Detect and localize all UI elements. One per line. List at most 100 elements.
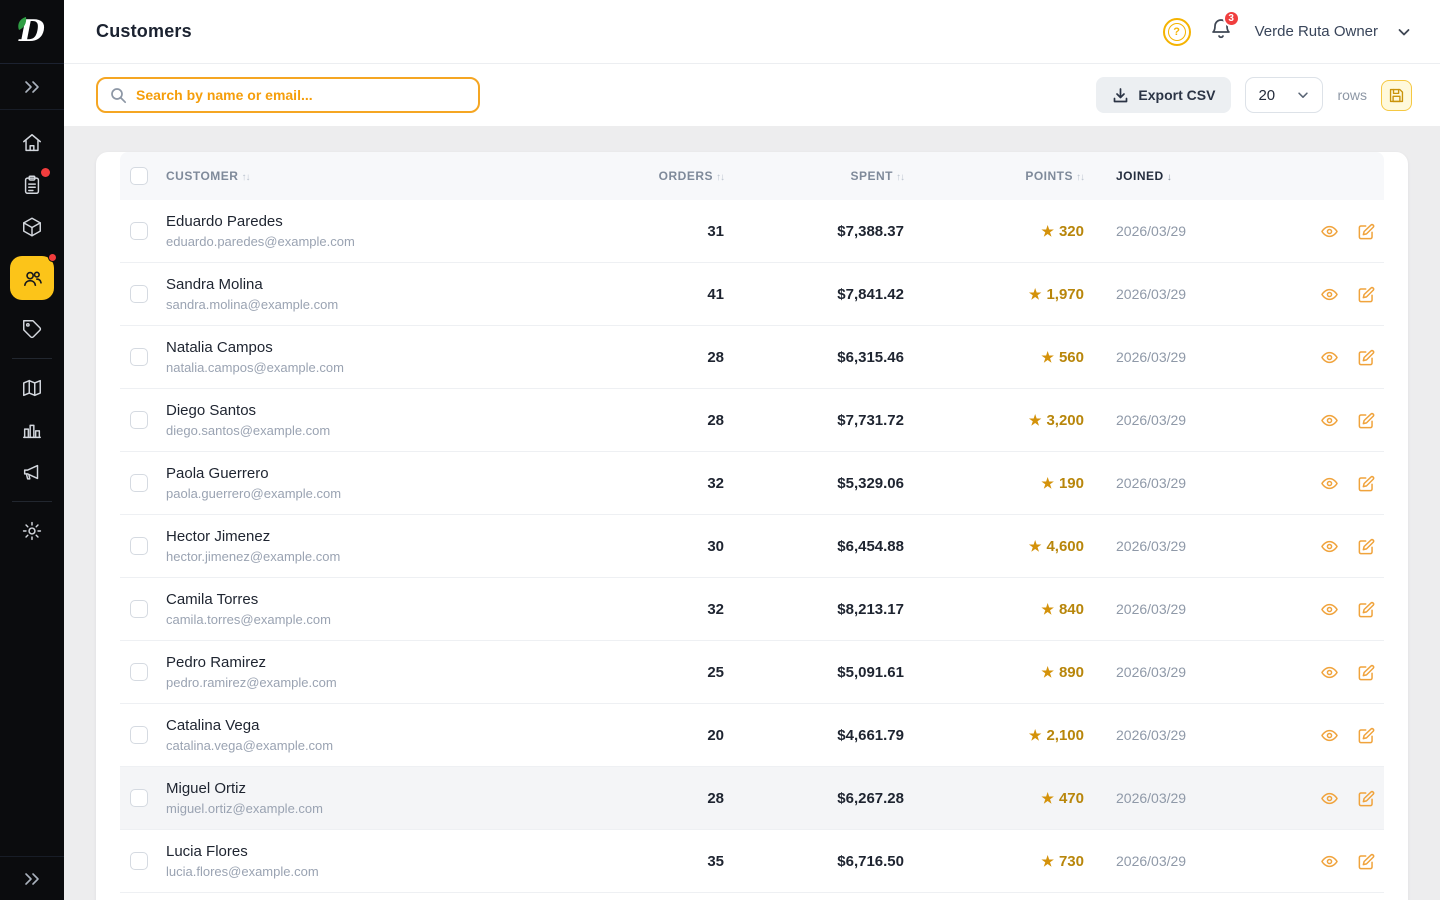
chevron-down-icon[interactable] [1396, 24, 1412, 40]
view-customer-button[interactable] [1318, 724, 1341, 747]
sidebar-item-catalog[interactable] [10, 367, 54, 409]
view-customer-button[interactable] [1318, 283, 1341, 306]
joined-value: 2026/03/29 [1084, 664, 1266, 680]
column-header-spent[interactable]: Spent↑↓ [724, 169, 904, 183]
edit-pencil-icon [1357, 537, 1376, 556]
sidebar-expand-button[interactable] [0, 64, 64, 110]
edit-customer-button[interactable] [1355, 472, 1378, 495]
orders-value: 35 [630, 853, 724, 870]
spent-value: $5,091.61 [724, 664, 904, 681]
sidebar-item-orders[interactable] [10, 164, 54, 206]
star-icon: ★ [1041, 349, 1054, 365]
edit-customer-button[interactable] [1355, 409, 1378, 432]
orders-value: 31 [630, 223, 724, 240]
row-checkbox[interactable] [130, 789, 148, 807]
view-customer-button[interactable] [1318, 409, 1341, 432]
view-customer-button[interactable] [1318, 661, 1341, 684]
table-body: Eduardo Paredes eduardo.paredes@example.… [120, 200, 1384, 893]
star-icon: ★ [1029, 412, 1042, 428]
sidebar-item-customers[interactable] [10, 256, 54, 300]
edit-customer-button[interactable] [1355, 850, 1378, 873]
eye-icon [1320, 348, 1339, 367]
orders-value: 41 [630, 286, 724, 303]
row-checkbox[interactable] [130, 348, 148, 366]
spent-value: $6,454.88 [724, 538, 904, 555]
map-icon [21, 377, 43, 399]
edit-pencil-icon [1357, 789, 1376, 808]
notification-dot [41, 168, 50, 177]
rows-per-page-select[interactable]: 20 [1245, 77, 1323, 113]
view-customer-button[interactable] [1318, 535, 1341, 558]
rows-per-page-value: 20 [1258, 87, 1275, 104]
search-box[interactable] [96, 77, 480, 113]
view-customer-button[interactable] [1318, 472, 1341, 495]
row-checkbox[interactable] [130, 411, 148, 429]
sidebar-item-home[interactable] [10, 122, 54, 164]
edit-customer-button[interactable] [1355, 346, 1378, 369]
table-header-row: Customer↑↓ Orders↑↓ Spent↑↓ Points↑↓ Joi… [120, 152, 1384, 200]
column-header-joined[interactable]: Joined↓ [1084, 169, 1266, 183]
help-button[interactable]: ? [1163, 18, 1191, 46]
column-header-customer[interactable]: Customer↑↓ [166, 169, 630, 183]
row-checkbox[interactable] [130, 474, 148, 492]
points-cell: ★840 [904, 601, 1084, 618]
edit-customer-button[interactable] [1355, 661, 1378, 684]
customer-email: miguel.ortiz@example.com [166, 801, 630, 816]
edit-customer-button[interactable] [1355, 535, 1378, 558]
orders-value: 32 [630, 601, 724, 618]
view-customer-button[interactable] [1318, 346, 1341, 369]
edit-customer-button[interactable] [1355, 724, 1378, 747]
sidebar-item-discounts[interactable] [10, 308, 54, 350]
column-header-points[interactable]: Points↑↓ [904, 169, 1084, 183]
select-all-checkbox[interactable] [130, 167, 148, 185]
row-checkbox[interactable] [130, 852, 148, 870]
app-logo[interactable]: D [0, 0, 64, 64]
export-csv-button[interactable]: Export CSV [1096, 77, 1231, 113]
notification-dot [48, 253, 57, 262]
chevron-down-icon [1296, 88, 1310, 102]
joined-value: 2026/03/29 [1084, 790, 1266, 806]
user-menu[interactable]: Verde Ruta Owner [1255, 23, 1378, 40]
row-checkbox[interactable] [130, 285, 148, 303]
customer-email: lucia.flores@example.com [166, 864, 630, 879]
floppy-disk-icon [1388, 87, 1405, 104]
star-icon: ★ [1041, 664, 1054, 680]
table-row: Natalia Campos natalia.campos@example.co… [120, 326, 1384, 389]
sidebar-item-settings[interactable] [10, 510, 54, 552]
edit-customer-button[interactable] [1355, 220, 1378, 243]
points-value: 1,970 [1046, 286, 1084, 303]
row-checkbox[interactable] [130, 222, 148, 240]
edit-customer-button[interactable] [1355, 283, 1378, 306]
row-checkbox[interactable] [130, 663, 148, 681]
row-checkbox[interactable] [130, 537, 148, 555]
points-cell: ★4,600 [904, 538, 1084, 555]
view-customer-button[interactable] [1318, 850, 1341, 873]
eye-icon [1320, 222, 1339, 241]
view-customer-button[interactable] [1318, 220, 1341, 243]
cube-icon [21, 216, 43, 238]
save-view-button[interactable] [1381, 80, 1412, 111]
export-csv-label: Export CSV [1138, 87, 1215, 103]
orders-value: 28 [630, 349, 724, 366]
bar-chart-icon [21, 419, 43, 441]
spent-value: $6,716.50 [724, 853, 904, 870]
column-header-orders[interactable]: Orders↑↓ [630, 169, 724, 183]
customer-cell: Lucia Flores lucia.flores@example.com [166, 843, 630, 879]
sidebar-item-products[interactable] [10, 206, 54, 248]
points-cell: ★1,970 [904, 286, 1084, 303]
row-checkbox[interactable] [130, 600, 148, 618]
customer-name: Diego Santos [166, 402, 630, 419]
view-customer-button[interactable] [1318, 787, 1341, 810]
search-input[interactable] [136, 87, 466, 103]
eye-icon [1320, 411, 1339, 430]
table-row: Lucia Flores lucia.flores@example.com 35… [120, 830, 1384, 893]
sidebar-item-marketing[interactable] [10, 451, 54, 493]
view-customer-button[interactable] [1318, 598, 1341, 621]
edit-customer-button[interactable] [1355, 598, 1378, 621]
row-checkbox[interactable] [130, 726, 148, 744]
sidebar-collapse-button[interactable] [0, 856, 64, 900]
notifications-button[interactable]: 3 [1209, 17, 1233, 46]
edit-customer-button[interactable] [1355, 787, 1378, 810]
sidebar-item-analytics[interactable] [10, 409, 54, 451]
points-value: 890 [1059, 664, 1084, 681]
